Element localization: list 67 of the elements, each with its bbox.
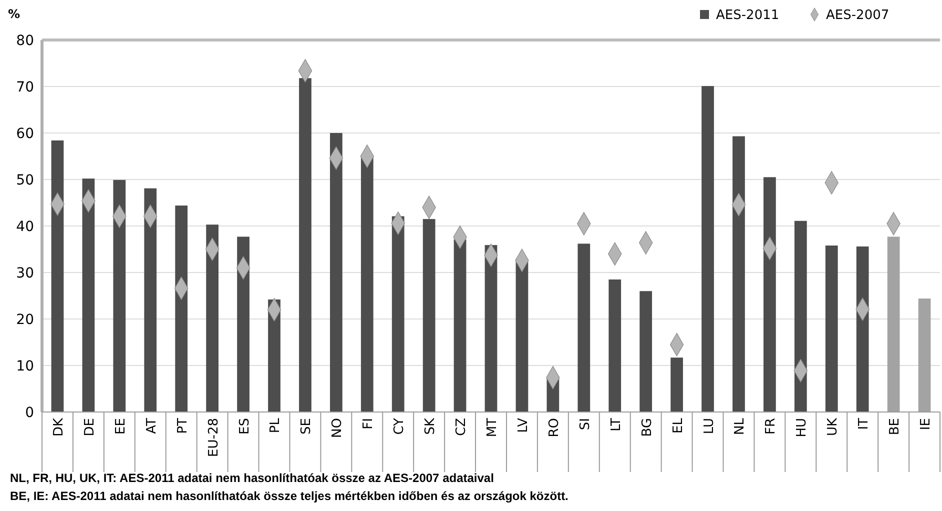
x-tick-label: RO: [546, 418, 562, 438]
x-tick-label: BE: [888, 418, 903, 436]
y-tick-label: 70: [16, 79, 34, 96]
bar: [237, 236, 250, 412]
bar: [516, 262, 528, 412]
x-tick-label: LT: [608, 418, 624, 432]
legend-label: AES-2011: [716, 8, 780, 23]
x-tick-label: EU-28: [206, 418, 222, 457]
bar: [702, 86, 714, 412]
x-tick-label: DK: [51, 418, 66, 437]
bar: [608, 279, 622, 412]
x-tick-label: BG: [640, 418, 655, 437]
y-axis-title: %: [8, 7, 20, 21]
bar: [794, 220, 807, 412]
bar: [732, 136, 745, 412]
bar: [640, 291, 652, 412]
bar: [206, 224, 219, 412]
x-tick-label: CZ: [454, 418, 470, 436]
x-tick-label: SI: [578, 418, 593, 430]
bar: [763, 177, 776, 412]
x-tick-label: AT: [144, 418, 160, 434]
y-tick-label: 20: [16, 312, 34, 328]
bar: [144, 188, 157, 412]
y-tick-label: 80: [16, 32, 34, 49]
x-tick-label: MT: [485, 418, 500, 438]
bar: [175, 206, 188, 412]
bar: [82, 178, 95, 412]
x-tick-label: LU: [702, 418, 717, 434]
text: BE, IE: AES-2011 adatai nem hasonlíthatóak össze teljes mértékben időben és az országok között.: [10, 489, 568, 503]
bar: [392, 216, 404, 412]
bar: [360, 156, 374, 412]
x-tick-label: NL: [732, 417, 748, 435]
x-tick-label: UK: [826, 418, 841, 436]
x-tick-label: ES: [237, 418, 252, 434]
y-tick-label: 40: [16, 218, 34, 235]
legend-label: AES-2007: [826, 8, 890, 23]
x-tick-label: FR: [764, 418, 779, 435]
y-tick-label: 50: [16, 172, 34, 188]
bar: [299, 78, 312, 412]
bar: [856, 246, 869, 412]
y-tick-label: 60: [16, 126, 34, 142]
y-tick-label: 0: [25, 404, 34, 421]
x-tick-label: PT: [175, 418, 190, 434]
x-tick-label: LV: [516, 418, 531, 433]
bar: [454, 239, 466, 412]
bar: [51, 140, 64, 412]
x-tick-label: IT: [856, 418, 872, 430]
x-tick-label: PL: [268, 417, 284, 434]
y-tick-label: 30: [16, 265, 34, 282]
x-tick-label: DE: [82, 418, 98, 436]
bar: [330, 133, 342, 412]
x-tick-label: SE: [299, 418, 314, 434]
bar: [113, 180, 126, 412]
x-tick-label: EL: [670, 417, 686, 434]
bar: [670, 358, 683, 412]
text: NL, FR, HU, UK, IT: AES-2011 adatai nem hasonlíthatóak össze az AES-2007 adataival: [10, 471, 494, 485]
bar: [825, 246, 838, 412]
x-tick-label: CY: [392, 418, 408, 435]
bar: [422, 219, 436, 412]
y-tick-label: 10: [16, 358, 34, 374]
x-tick-label: EE: [113, 418, 128, 434]
x-tick-label: SK: [423, 418, 438, 435]
x-tick-label: NO: [330, 418, 346, 438]
bar: [578, 244, 590, 412]
x-tick-label: HU: [794, 418, 810, 438]
x-tick-label: IE: [918, 418, 934, 430]
x-tick-label: FI: [361, 418, 376, 430]
